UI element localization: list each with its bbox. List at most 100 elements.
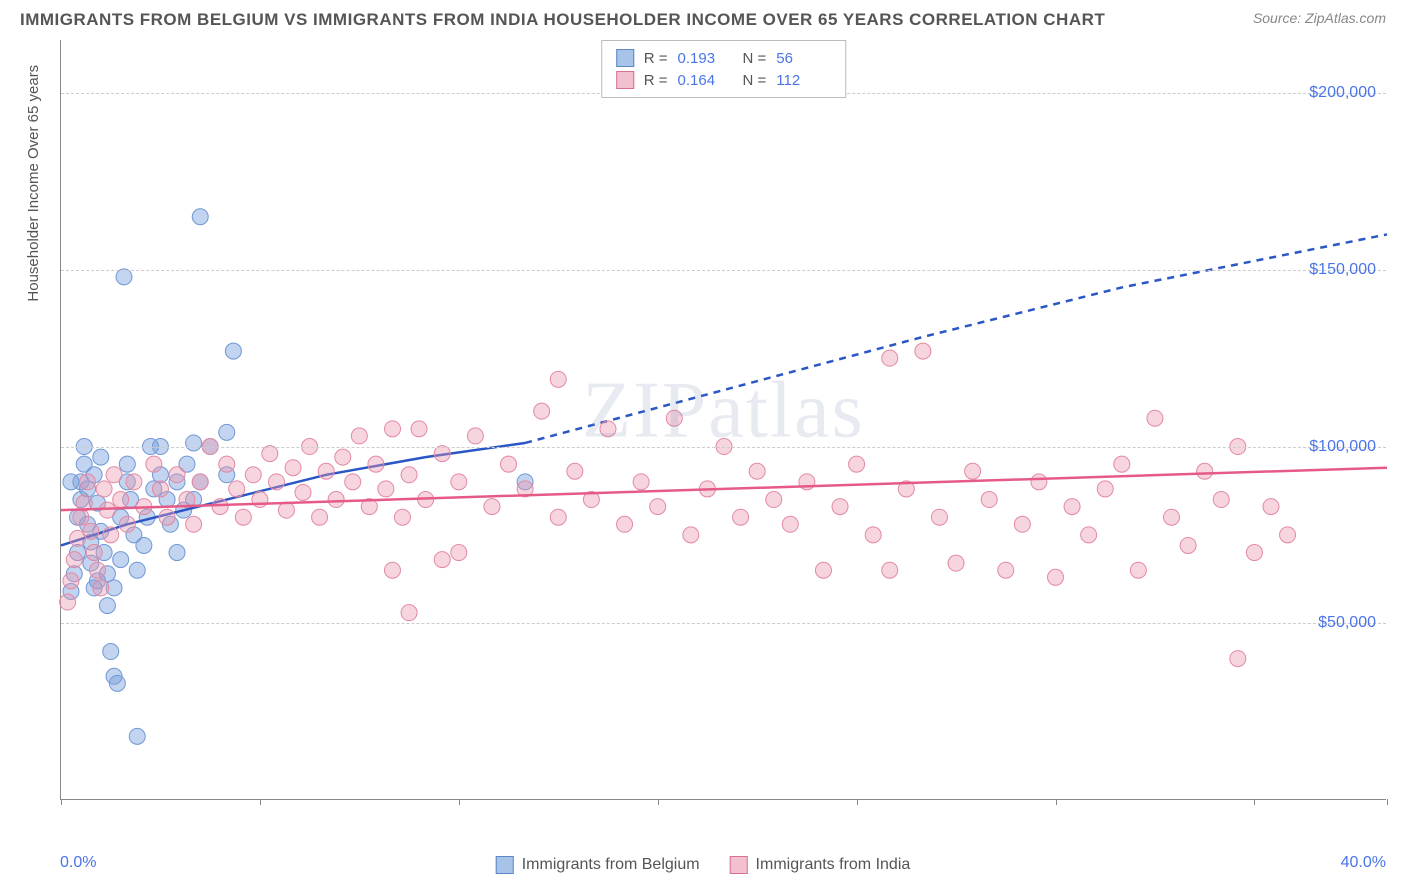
scatter-point-india [86, 545, 102, 561]
scatter-point-india [312, 509, 328, 525]
scatter-point-india [73, 509, 89, 525]
scatter-point-india [219, 456, 235, 472]
legend-label-belgium: Immigrants from Belgium [522, 856, 700, 874]
scatter-point-india [212, 499, 228, 515]
scatter-point-india [345, 474, 361, 490]
y-tick-label: $200,000 [1309, 84, 1376, 102]
chart-title: IMMIGRANTS FROM BELGIUM VS IMMIGRANTS FR… [20, 10, 1105, 30]
scatter-point-india [965, 463, 981, 479]
scatter-point-india [882, 350, 898, 366]
scatter-point-belgium [113, 552, 129, 568]
legend-stats: R = 0.193 N = 56 R = 0.164 N = 112 [601, 40, 847, 98]
scatter-point-india [550, 509, 566, 525]
scatter-point-india [368, 456, 384, 472]
scatter-point-india [451, 545, 467, 561]
legend-series: Immigrants from Belgium Immigrants from … [496, 856, 911, 874]
legend-item-belgium: Immigrants from Belgium [496, 856, 700, 874]
chart-plot-area: R = 0.193 N = 56 R = 0.164 N = 112 ZIPat… [60, 40, 1386, 800]
x-tick [1387, 799, 1388, 805]
swatch-india-icon [730, 856, 748, 874]
scatter-point-india [467, 428, 483, 444]
scatter-point-belgium [109, 675, 125, 691]
x-tick [459, 799, 460, 805]
scatter-point-india [126, 474, 142, 490]
x-tick [1254, 799, 1255, 805]
x-tick [61, 799, 62, 805]
scatter-point-india [1130, 562, 1146, 578]
n-value-belgium: 56 [776, 50, 831, 67]
scatter-point-india [146, 456, 162, 472]
swatch-india-icon [616, 71, 634, 89]
y-tick-label: $150,000 [1309, 261, 1376, 279]
scatter-point-india [378, 481, 394, 497]
scatter-point-india [1064, 499, 1080, 515]
scatter-point-india [766, 492, 782, 508]
scatter-point-india [617, 516, 633, 532]
scatter-point-india [186, 516, 202, 532]
scatter-point-belgium [99, 598, 115, 614]
x-tick [1056, 799, 1057, 805]
trend-line-belgium [525, 234, 1387, 443]
scatter-point-india [93, 580, 109, 596]
scatter-point-india [1213, 492, 1229, 508]
scatter-point-india [1031, 474, 1047, 490]
scatter-point-india [235, 509, 251, 525]
scatter-point-india [683, 527, 699, 543]
legend-label-india: Immigrants from India [756, 856, 911, 874]
scatter-point-india [832, 499, 848, 515]
scatter-point-india [335, 449, 351, 465]
scatter-point-india [66, 552, 82, 568]
scatter-point-india [1014, 516, 1030, 532]
scatter-point-india [865, 527, 881, 543]
y-tick-label: $50,000 [1318, 614, 1376, 632]
scatter-point-india [169, 467, 185, 483]
scatter-point-india [229, 481, 245, 497]
legend-item-india: Immigrants from India [730, 856, 911, 874]
scatter-point-belgium [119, 456, 135, 472]
scatter-point-india [931, 509, 947, 525]
scatter-point-india [948, 555, 964, 571]
n-value-india: 112 [776, 72, 831, 89]
scatter-point-india [318, 463, 334, 479]
scatter-point-india [484, 499, 500, 515]
scatter-point-india [666, 410, 682, 426]
scatter-point-india [411, 421, 427, 437]
x-axis-min-label: 0.0% [60, 854, 96, 872]
scatter-point-india [351, 428, 367, 444]
scatter-point-india [1280, 527, 1296, 543]
legend-stats-row-belgium: R = 0.193 N = 56 [616, 47, 832, 69]
scatter-point-india [451, 474, 467, 490]
scatter-point-india [782, 516, 798, 532]
scatter-point-belgium [93, 449, 109, 465]
scatter-point-india [328, 492, 344, 508]
scatter-point-india [882, 562, 898, 578]
n-label: N = [743, 50, 767, 67]
scatter-point-belgium [186, 435, 202, 451]
scatter-point-india [113, 492, 129, 508]
scatter-point-india [1246, 545, 1262, 561]
scatter-point-india [501, 456, 517, 472]
scatter-point-india [434, 552, 450, 568]
scatter-point-india [1197, 463, 1213, 479]
scatter-point-india [1263, 499, 1279, 515]
scatter-point-india [749, 463, 765, 479]
scatter-point-india [915, 343, 931, 359]
scatter-point-india [278, 502, 294, 518]
scatter-point-india [1164, 509, 1180, 525]
x-tick [260, 799, 261, 805]
scatter-point-belgium [219, 424, 235, 440]
scatter-point-india [815, 562, 831, 578]
scatter-point-india [99, 502, 115, 518]
scatter-point-india [60, 594, 76, 610]
scatter-point-india [534, 403, 550, 419]
legend-stats-row-india: R = 0.164 N = 112 [616, 69, 832, 91]
scatter-point-belgium [129, 562, 145, 578]
scatter-point-india [1114, 456, 1130, 472]
scatter-point-india [285, 460, 301, 476]
scatter-point-india [1081, 527, 1097, 543]
y-tick-label: $100,000 [1309, 438, 1376, 456]
scatter-point-india [998, 562, 1014, 578]
gridline [61, 447, 1386, 448]
scatter-point-india [63, 573, 79, 589]
r-label: R = [644, 72, 668, 89]
